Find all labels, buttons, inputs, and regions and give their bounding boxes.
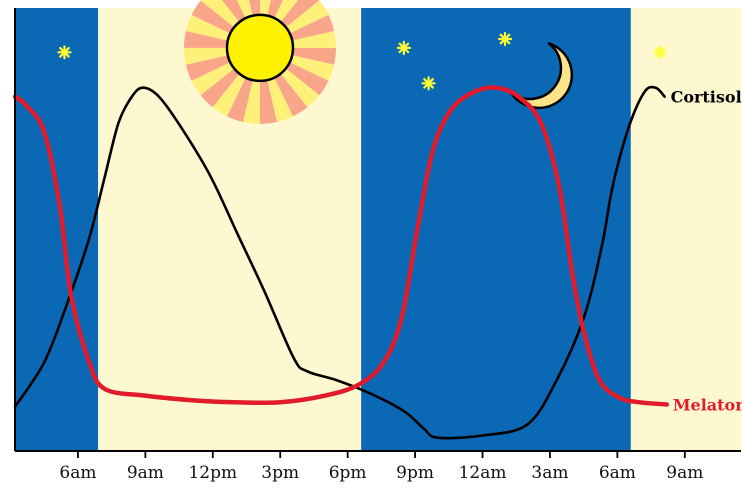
star-ray [654,46,666,58]
star-ray [59,46,70,58]
sun-disc [225,13,295,83]
x-tick-label: 3am [531,463,568,483]
star-ray [499,33,511,45]
sun-icon [183,0,336,124]
star-icon [396,40,411,55]
series-labels: Cortisol Melatonin [671,88,742,415]
x-tick-label: 9pm [396,463,434,483]
day-night-bands [15,8,741,451]
star-ray [398,42,410,54]
cortisol-label: Cortisol [671,88,742,107]
x-tick-label: 6am [59,463,96,483]
hormone-curves [12,85,670,440]
sky-decorations [57,0,668,124]
x-tick-label: 12pm [188,463,237,483]
night-band [361,8,631,451]
moon-crescent [509,42,574,110]
day-band [630,8,741,451]
sun-ray [259,0,284,48]
star-ray [423,77,434,89]
x-tick-label: 12am [459,463,507,483]
x-tick-label: 9am [666,463,703,483]
x-tick-label: 3pm [261,463,299,483]
x-axis-ticks: 6am 9am 12pm 3pm 6pm 9pm 12am 3am 6am 9am [59,451,703,483]
x-tick-label: 6pm [329,463,367,483]
melatonin-label: Melatonin [673,395,742,414]
moon-icon [509,42,574,110]
star-icon [421,76,436,91]
star-icon [497,31,513,47]
star-icon [652,45,668,60]
cortisol-line [13,85,666,440]
star-icon [57,45,72,60]
x-tick-label: 6am [599,463,636,483]
melatonin-line [12,85,670,407]
axes [14,8,741,452]
night-band [15,8,99,451]
x-tick-label: 9am [127,463,164,483]
sun-ray [259,0,271,48]
